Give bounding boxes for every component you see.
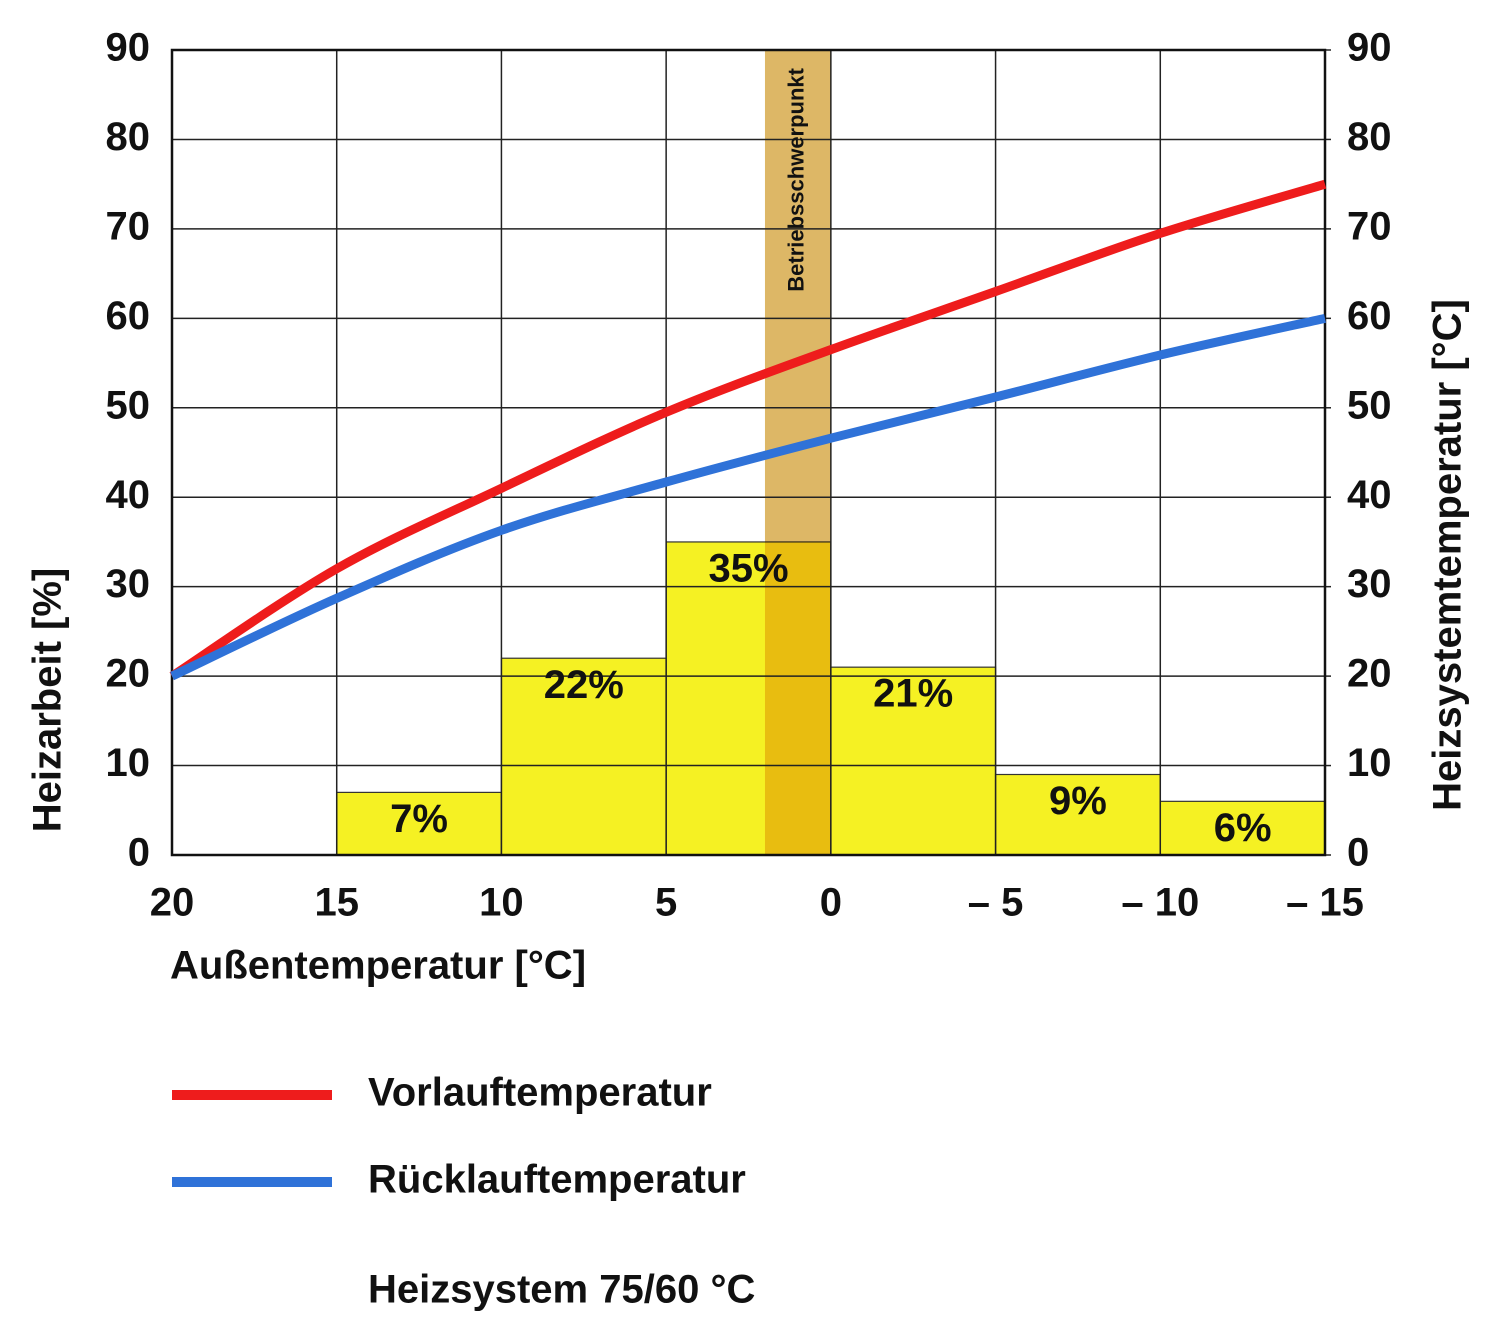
plot-frame <box>170 48 1327 857</box>
y-tick-label: 30 <box>106 562 151 606</box>
bar-label: 35% <box>708 547 788 591</box>
y-axis-label: Heizarbeit [%] <box>26 568 70 833</box>
bar <box>336 791 503 856</box>
x-tick-label: – 5 <box>968 881 1024 925</box>
x-tick-label: – 10 <box>1121 881 1199 925</box>
y2-tick-label: 90 <box>1347 26 1392 70</box>
y-tick-label: 20 <box>106 652 151 696</box>
x-tick-label: – 15 <box>1286 881 1364 925</box>
y-tick-label: 90 <box>106 26 151 70</box>
x-tick-label: 20 <box>150 881 195 925</box>
y2-tick-label: 20 <box>1347 652 1392 696</box>
y2-tick-label: 30 <box>1347 562 1392 606</box>
bar <box>500 657 667 856</box>
y-tick-label: 40 <box>106 473 151 517</box>
y2-tick-label: 10 <box>1347 741 1392 785</box>
y2-tick-label: 0 <box>1347 831 1369 875</box>
y2-tick-label: 80 <box>1347 115 1392 159</box>
x-tick-label: 0 <box>820 881 842 925</box>
y-tick-label: 0 <box>128 831 150 875</box>
y2-tick-label: 50 <box>1347 383 1392 427</box>
y-tick-label: 60 <box>106 294 151 338</box>
y-tick-label: 50 <box>106 383 151 427</box>
y2-tick-label: 40 <box>1347 473 1392 517</box>
legend-label: Vorlauftemperatur <box>368 1071 712 1115</box>
subtitle: Heizsystem 75/60 °C <box>368 1268 755 1312</box>
bar-label: 21% <box>873 672 953 716</box>
x-tick-label: 10 <box>479 881 524 925</box>
bar-label: 9% <box>1049 779 1107 823</box>
y-tick-label: 80 <box>106 115 151 159</box>
bar-label: 6% <box>1214 806 1272 850</box>
bar-label: 7% <box>390 797 448 841</box>
y-tick-label: 70 <box>106 204 151 248</box>
y2-axis-label: Heizsystemtemperatur [°C] <box>1426 299 1470 811</box>
line <box>169 179 1327 680</box>
y2-tick-label: 70 <box>1347 204 1392 248</box>
band-label: Betriebsschwerpunkt <box>784 67 809 291</box>
x-axis-label: Außentemperatur [°C] <box>170 944 586 988</box>
legend-label: Rücklauftemperatur <box>368 1158 746 1202</box>
y-tick-label: 10 <box>106 741 151 785</box>
bar <box>830 666 997 856</box>
x-tick-label: 15 <box>314 881 359 925</box>
y2-tick-label: 60 <box>1347 294 1392 338</box>
line <box>170 313 1326 681</box>
x-tick-label: 5 <box>655 881 677 925</box>
bar-label: 22% <box>544 663 624 707</box>
